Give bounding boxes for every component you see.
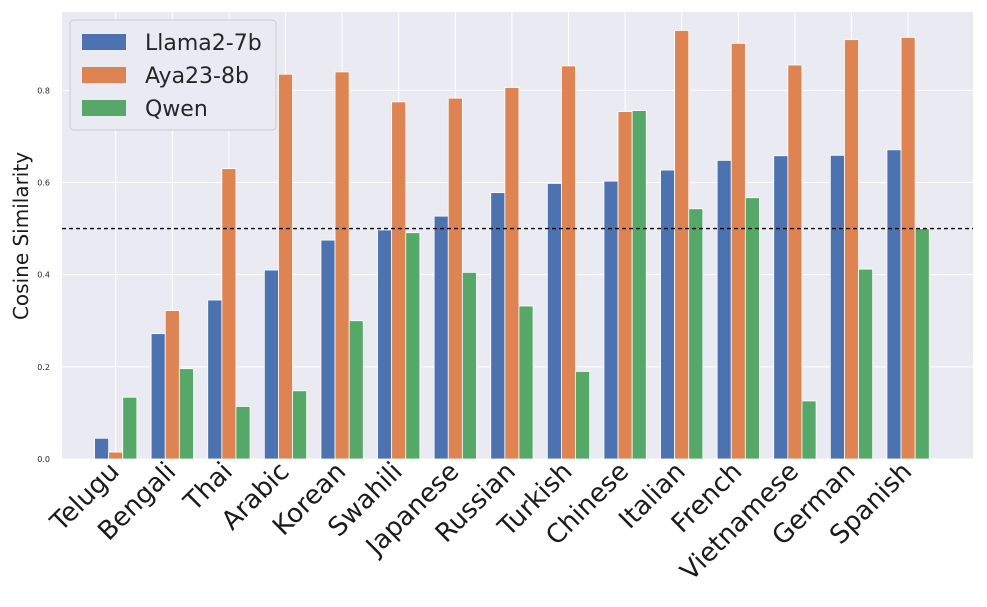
bar-llama2-7b-telugu [94, 437, 110, 460]
bar-aya23-8b-french [730, 42, 746, 460]
bar-llama2-7b-swahili [377, 229, 393, 460]
bars [94, 30, 930, 460]
bar-llama2-7b-turkish [546, 183, 562, 460]
bar-aya23-8b-bengali [164, 310, 180, 460]
legend-label-qwen: Qwen [145, 97, 208, 122]
bar-qwen-german [858, 268, 874, 460]
bar-qwen-spanish [914, 228, 930, 460]
bar-aya23-8b-japanese [447, 97, 463, 460]
bar-qwen-swahili [405, 232, 421, 460]
y-tick-labels: 0.0 0.2 0.4 0.6 0.8 [37, 86, 50, 464]
y-axis-title: Cosine Similarity [9, 152, 33, 320]
bar-aya23-8b-telugu [108, 451, 124, 460]
legend-label-aya23-8b: Aya23-8b [145, 64, 249, 89]
bar-qwen-turkish [575, 371, 591, 460]
legend-swatch-qwen [82, 100, 126, 116]
bar-llama2-7b-thai [207, 299, 223, 460]
bar-qwen-japanese [461, 271, 477, 460]
bar-qwen-french [744, 197, 760, 460]
legend-swatch-aya23-8b [82, 67, 126, 83]
x-tick-labels: TeluguBengaliThaiArabicKoreanSwahiliJapa… [44, 457, 918, 587]
y-tick-label: 0.8 [37, 86, 50, 95]
bar-qwen-russian [518, 305, 534, 460]
bar-aya23-8b-korean [334, 71, 350, 460]
y-tick-label: 0.6 [37, 179, 50, 188]
bar-aya23-8b-russian [504, 87, 520, 460]
y-tick-label: 0.4 [37, 271, 50, 280]
bar-qwen-italian [688, 208, 704, 460]
bar-llama2-7b-japanese [433, 215, 449, 460]
bar-aya23-8b-turkish [561, 65, 576, 460]
bar-llama2-7b-german [829, 154, 845, 460]
bar-qwen-korean [348, 320, 364, 460]
bar-aya23-8b-thai [221, 168, 237, 460]
bar-llama2-7b-vietnamese [773, 155, 789, 460]
bar-qwen-vietnamese [801, 400, 817, 460]
bar-aya23-8b-italian [674, 30, 690, 460]
legend-swatch-llama2-7b [82, 34, 126, 50]
bar-qwen-thai [235, 406, 251, 460]
bar-aya23-8b-arabic [278, 73, 293, 460]
bar-aya23-8b-vietnamese [787, 64, 803, 460]
bar-llama2-7b-arabic [263, 269, 279, 460]
bar-qwen-arabic [292, 390, 308, 460]
legend-label-llama2-7b: Llama2-7b [145, 31, 262, 56]
y-tick-label: 0.0 [37, 455, 50, 464]
bar-qwen-chinese [631, 110, 647, 460]
bar-llama2-7b-russian [490, 192, 506, 460]
bar-aya23-8b-german [844, 39, 859, 460]
bar-aya23-8b-swahili [391, 101, 407, 460]
bar-llama2-7b-bengali [150, 333, 166, 460]
y-tick-label: 0.2 [37, 363, 50, 372]
bar-llama2-7b-french [716, 159, 732, 460]
bar-aya23-8b-chinese [617, 111, 633, 460]
legend: Llama2-7b Aya23-8b Qwen [69, 19, 277, 131]
bar-qwen-bengali [178, 368, 194, 460]
bar-llama2-7b-spanish [886, 149, 902, 460]
bar-qwen-telugu [122, 396, 138, 460]
bar-llama2-7b-italian [660, 169, 676, 460]
bar-llama2-7b-chinese [603, 180, 619, 460]
bar-aya23-8b-spanish [900, 36, 916, 460]
bar-llama2-7b-korean [320, 239, 336, 460]
